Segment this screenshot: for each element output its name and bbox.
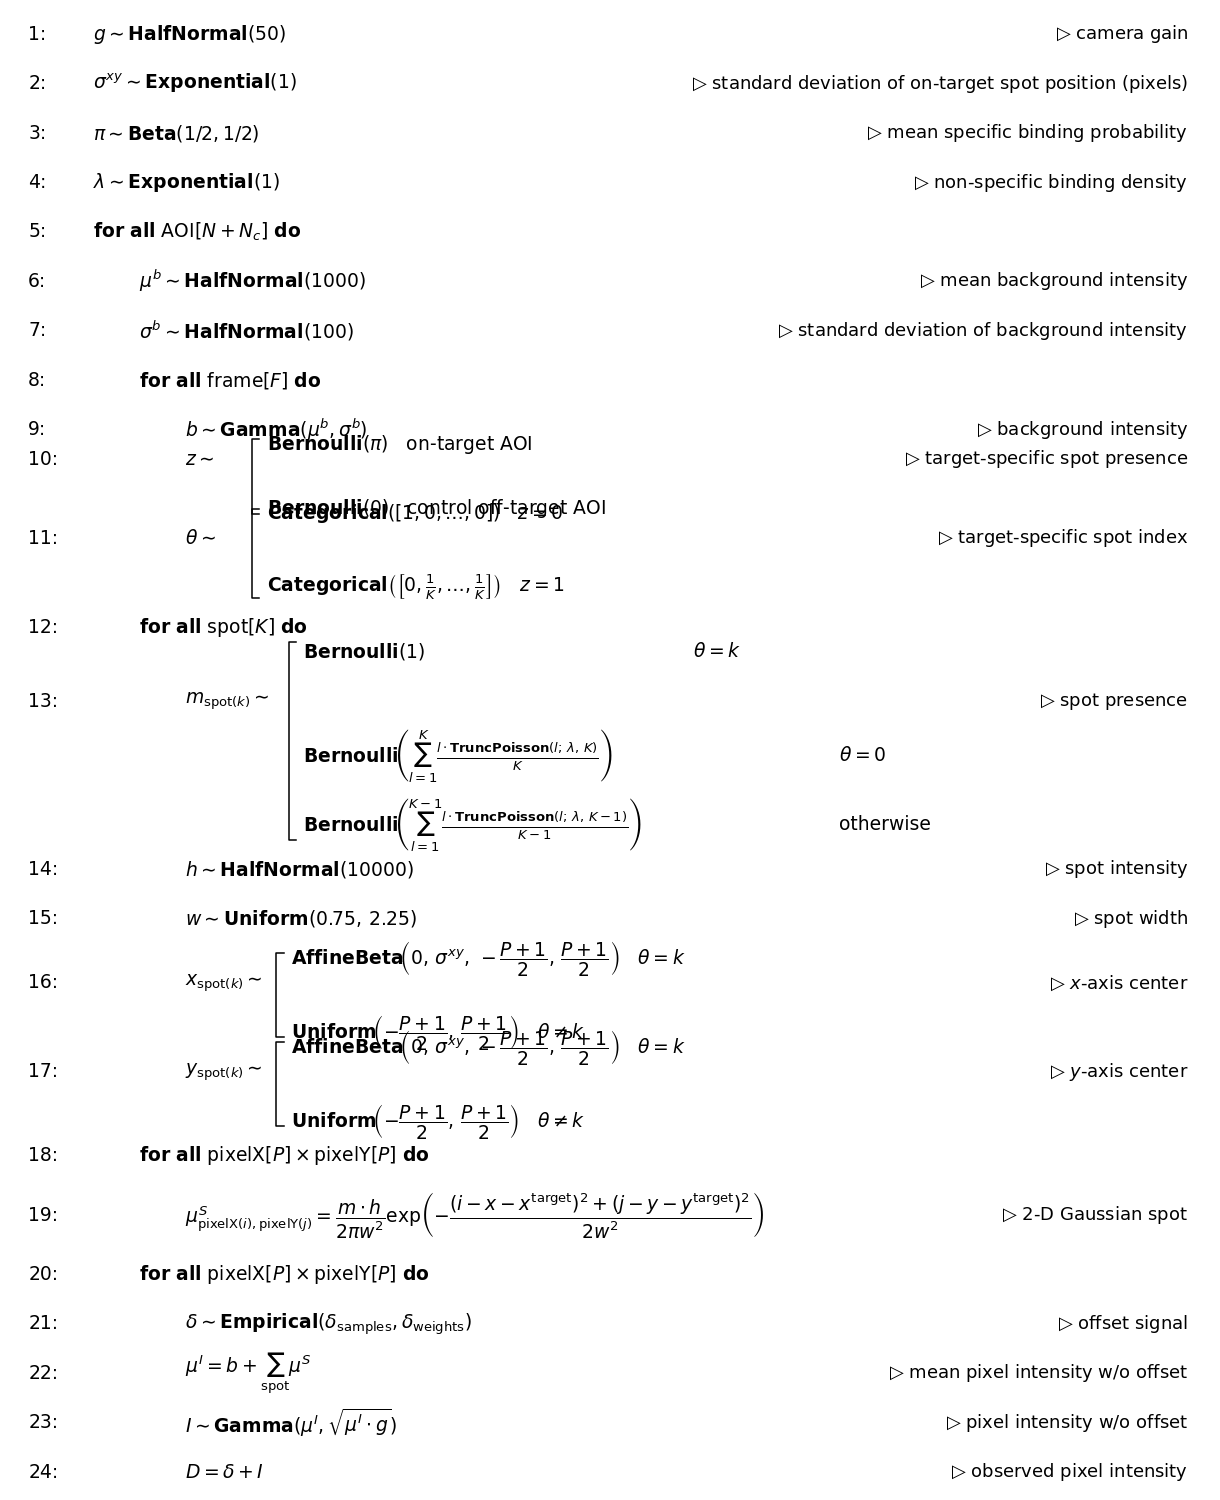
Text: $\triangleright$ spot presence: $\triangleright$ spot presence — [1041, 692, 1188, 712]
Text: otherwise: otherwise — [839, 816, 931, 834]
Text: $\mathbf{Bernoulli}(0)$   control off-target AOI: $\mathbf{Bernoulli}(0)$ control off-targ… — [267, 496, 605, 520]
Text: $\mu^{S}_{\mathrm{pixelX}(i),\mathrm{pixelY}(j)} = \dfrac{m \cdot h}{2\pi w^2} \: $\mu^{S}_{\mathrm{pixelX}(i),\mathrm{pix… — [185, 1190, 764, 1240]
Text: $\triangleright$ observed pixel intensity: $\triangleright$ observed pixel intensit… — [952, 1461, 1188, 1484]
Text: 3:: 3: — [28, 123, 46, 142]
Text: $\mathbf{for\ all}\ \mathrm{AOI}[N + N_c]\ \mathbf{do}$: $\mathbf{for\ all}\ \mathrm{AOI}[N + N_c… — [93, 220, 301, 243]
Text: 1:: 1: — [28, 26, 46, 44]
Text: $\triangleright$ standard deviation of on-target spot position (pixels): $\triangleright$ standard deviation of o… — [692, 72, 1188, 94]
Text: $\mathbf{Uniform}\!\left(-\dfrac{P+1}{2},\, \dfrac{P+1}{2}\right)$   $\theta \ne: $\mathbf{Uniform}\!\left(-\dfrac{P+1}{2}… — [292, 1013, 586, 1052]
Text: 24:: 24: — [28, 1462, 59, 1482]
Text: $\lambda \sim \mathbf{Exponential}(1)$: $\lambda \sim \mathbf{Exponential}(1)$ — [93, 171, 279, 194]
Text: $\triangleright$ offset signal: $\triangleright$ offset signal — [1058, 1312, 1188, 1335]
Text: 18:: 18: — [28, 1146, 59, 1166]
Text: $\theta = k$: $\theta = k$ — [693, 642, 741, 662]
Text: $\triangleright$ spot intensity: $\triangleright$ spot intensity — [1044, 858, 1188, 880]
Text: 19:: 19: — [28, 1206, 59, 1224]
Text: 17:: 17: — [28, 1062, 59, 1082]
Text: $\triangleright$ camera gain: $\triangleright$ camera gain — [1055, 24, 1188, 45]
Text: $\triangleright$ target-specific spot index: $\triangleright$ target-specific spot in… — [938, 528, 1188, 549]
Text: 16:: 16: — [28, 974, 59, 993]
Text: $D = \delta + I$: $D = \delta + I$ — [185, 1462, 265, 1482]
Text: 8:: 8: — [28, 370, 46, 390]
Text: $\mathbf{Categorical}\left(\left[0, \frac{1}{K}, \ldots, \frac{1}{K}\right]\righ: $\mathbf{Categorical}\left(\left[0, \fra… — [267, 573, 565, 603]
Text: $\mathbf{Bernoulli}(\pi)$   on-target AOI: $\mathbf{Bernoulli}(\pi)$ on-target AOI — [267, 433, 532, 456]
Text: $\triangleright$ target-specific spot presence: $\triangleright$ target-specific spot pr… — [905, 448, 1188, 470]
Text: $\mathbf{for\ all}\ \mathrm{frame}[F]\ \mathbf{do}$: $\mathbf{for\ all}\ \mathrm{frame}[F]\ \… — [139, 369, 321, 390]
Text: $y_{\mathrm{spot}(k)} \sim$: $y_{\mathrm{spot}(k)} \sim$ — [185, 1060, 262, 1083]
Text: $m_{\mathrm{spot}(k)} \sim$: $m_{\mathrm{spot}(k)} \sim$ — [185, 690, 270, 712]
Text: $g \sim \mathbf{HalfNormal}(50)$: $g \sim \mathbf{HalfNormal}(50)$ — [93, 22, 285, 46]
Text: 2:: 2: — [28, 74, 46, 93]
Text: $\mathbf{Uniform}\!\left(-\dfrac{P+1}{2},\, \dfrac{P+1}{2}\right)$   $\theta \ne: $\mathbf{Uniform}\!\left(-\dfrac{P+1}{2}… — [292, 1102, 586, 1142]
Text: $\mathbf{Bernoulli}\!\left(\sum_{l=1}^{K-1} \frac{l \cdot \mathbf{TruncPoisson}(: $\mathbf{Bernoulli}\!\left(\sum_{l=1}^{K… — [304, 796, 642, 853]
Text: 14:: 14: — [28, 859, 59, 879]
Text: $\theta = 0$: $\theta = 0$ — [839, 746, 886, 765]
Text: $\sigma^{xy} \sim \mathbf{Exponential}(1)$: $\sigma^{xy} \sim \mathbf{Exponential}(1… — [93, 72, 296, 96]
Text: $\triangleright$ $y$-axis center: $\triangleright$ $y$-axis center — [1049, 1060, 1188, 1083]
Text: 15:: 15: — [28, 909, 59, 928]
Text: $\triangleright$ mean specific binding probability: $\triangleright$ mean specific binding p… — [867, 122, 1188, 144]
Text: $\sigma^b \sim \mathbf{HalfNormal}(100)$: $\sigma^b \sim \mathbf{HalfNormal}(100)$ — [139, 318, 354, 344]
Text: 6:: 6: — [28, 272, 46, 291]
Text: $\mathbf{Categorical}\left([1, 0, \ldots, 0]\right)$   $z = 0$: $\mathbf{Categorical}\left([1, 0, \ldots… — [267, 503, 564, 525]
Text: $\mathbf{for\ all}\ \mathrm{pixelX}[P] \times \mathrm{pixelY}[P]\ \mathbf{do}$: $\mathbf{for\ all}\ \mathrm{pixelX}[P] \… — [139, 1263, 429, 1286]
Text: $\mu^I = b + \sum_{\mathrm{spot}} \mu^S$: $\mu^I = b + \sum_{\mathrm{spot}} \mu^S$ — [185, 1350, 312, 1396]
Text: $\triangleright$ non-specific binding density: $\triangleright$ non-specific binding de… — [914, 171, 1188, 194]
Text: $I \sim \mathbf{Gamma}(\mu^I, \sqrt{\mu^I \cdot g})$: $I \sim \mathbf{Gamma}(\mu^I, \sqrt{\mu^… — [185, 1407, 398, 1438]
Text: 22:: 22: — [28, 1364, 59, 1383]
Text: $\triangleright$ spot width: $\triangleright$ spot width — [1074, 908, 1188, 930]
Text: $\pi \sim \mathbf{Beta}(1/2, 1/2)$: $\pi \sim \mathbf{Beta}(1/2, 1/2)$ — [93, 123, 260, 144]
Text: $\mathbf{for\ all}\ \mathrm{pixelX}[P] \times \mathrm{pixelY}[P]\ \mathbf{do}$: $\mathbf{for\ all}\ \mathrm{pixelX}[P] \… — [139, 1144, 429, 1167]
Text: $\triangleright$ 2-D Gaussian spot: $\triangleright$ 2-D Gaussian spot — [1003, 1204, 1188, 1225]
Text: $h \sim \mathbf{HalfNormal}(10000)$: $h \sim \mathbf{HalfNormal}(10000)$ — [185, 859, 414, 880]
Text: $\triangleright$ mean background intensity: $\triangleright$ mean background intensi… — [920, 270, 1188, 292]
Text: $z \sim$: $z \sim$ — [185, 450, 215, 468]
Text: $\triangleright$ pixel intensity w/o offset: $\triangleright$ pixel intensity w/o off… — [946, 1412, 1188, 1434]
Text: 20:: 20: — [28, 1264, 59, 1284]
Text: 4:: 4: — [28, 172, 46, 192]
Text: 9:: 9: — [28, 420, 46, 440]
Text: $\mathbf{Bernoulli}\!\left(\sum_{l=1}^{K} \frac{l \cdot \mathbf{TruncPoisson}(l;: $\mathbf{Bernoulli}\!\left(\sum_{l=1}^{K… — [304, 728, 612, 784]
Text: $\mathbf{for\ all}\ \mathrm{spot}[K]\ \mathbf{do}$: $\mathbf{for\ all}\ \mathrm{spot}[K]\ \m… — [139, 615, 307, 639]
Text: $\triangleright$ $x$-axis center: $\triangleright$ $x$-axis center — [1049, 974, 1188, 993]
Text: 13:: 13: — [28, 692, 59, 711]
Text: $\mathbf{AffineBeta}\!\left(0,\, \sigma^{xy},\, -\dfrac{P+1}{2},\, \dfrac{P+1}{2: $\mathbf{AffineBeta}\!\left(0,\, \sigma^… — [292, 939, 686, 978]
Text: 21:: 21: — [28, 1314, 59, 1334]
Text: $\triangleright$ mean pixel intensity w/o offset: $\triangleright$ mean pixel intensity w/… — [889, 1362, 1188, 1384]
Text: $\theta \sim$: $\theta \sim$ — [185, 530, 216, 548]
Text: $b \sim \mathbf{Gamma}(\mu^b, \sigma^b)$: $b \sim \mathbf{Gamma}(\mu^b, \sigma^b)$ — [185, 417, 368, 442]
Text: $x_{\mathrm{spot}(k)} \sim$: $x_{\mathrm{spot}(k)} \sim$ — [185, 972, 262, 993]
Text: $\triangleright$ standard deviation of background intensity: $\triangleright$ standard deviation of b… — [778, 320, 1188, 342]
Text: $\mathbf{AffineBeta}\!\left(0,\, \sigma^{xy},\, -\dfrac{P+1}{2},\, \dfrac{P+1}{2: $\mathbf{AffineBeta}\!\left(0,\, \sigma^… — [292, 1028, 686, 1066]
Text: $\delta \sim \mathbf{Empirical}(\delta_{\mathrm{samples}}, \delta_{\mathrm{weigh: $\delta \sim \mathbf{Empirical}(\delta_{… — [185, 1311, 472, 1336]
Text: $\triangleright$ background intensity: $\triangleright$ background intensity — [976, 419, 1188, 441]
Text: 12:: 12: — [28, 618, 59, 636]
Text: 11:: 11: — [28, 530, 59, 548]
Text: $w \sim \mathbf{Uniform}(0.75,\, 2.25)$: $w \sim \mathbf{Uniform}(0.75,\, 2.25)$ — [185, 908, 417, 928]
Text: $\mathbf{Bernoulli}(1)$: $\mathbf{Bernoulli}(1)$ — [304, 642, 426, 663]
Text: 5:: 5: — [28, 222, 46, 242]
Text: 23:: 23: — [28, 1413, 59, 1432]
Text: $\mu^b \sim \mathbf{HalfNormal}(1000)$: $\mu^b \sim \mathbf{HalfNormal}(1000)$ — [139, 268, 366, 294]
Text: 7:: 7: — [28, 321, 46, 340]
Text: 10:: 10: — [28, 450, 59, 468]
